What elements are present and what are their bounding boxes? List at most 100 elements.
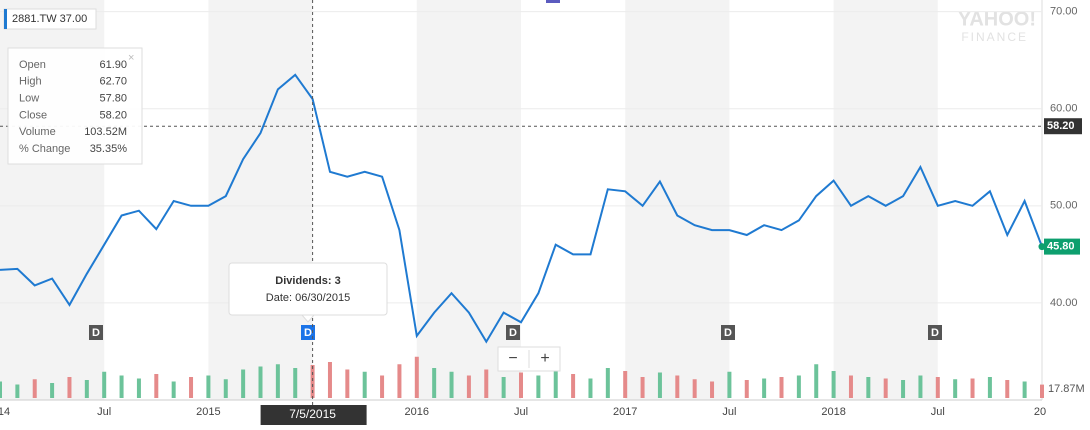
tooltip-key: Low xyxy=(19,93,39,105)
volume-bar xyxy=(327,362,332,398)
volume-bar xyxy=(241,369,246,398)
logo: FINANCE xyxy=(961,30,1028,44)
volume-bar xyxy=(466,375,471,398)
x-tick-label: 2018 xyxy=(821,406,845,418)
dividend-marker xyxy=(506,325,520,340)
volume-bar xyxy=(519,372,523,398)
tooltip xyxy=(7,47,143,165)
band xyxy=(625,0,730,400)
band xyxy=(416,0,521,400)
volume-bar xyxy=(553,369,558,398)
volume-bar xyxy=(1005,380,1010,398)
tooltip-arrow xyxy=(300,314,316,323)
y-tick-label: 70.00 xyxy=(1050,6,1078,18)
tooltip-value: 62.70 xyxy=(99,76,127,88)
volume-bar xyxy=(883,378,888,398)
crosshair-tag xyxy=(1044,118,1082,135)
volume-bar xyxy=(0,381,2,398)
volume-bar xyxy=(119,375,124,398)
volume-bar xyxy=(206,375,211,398)
volume-bar xyxy=(605,368,610,398)
volume-bar xyxy=(987,377,992,398)
volume-bar xyxy=(640,377,645,398)
volume-bar xyxy=(32,379,37,398)
dividend-marker xyxy=(928,325,942,340)
top-handle xyxy=(546,0,560,3)
volume-bar xyxy=(744,380,749,398)
volume-bar xyxy=(189,377,194,398)
volume-bar xyxy=(293,368,298,398)
volume-bar xyxy=(345,369,350,398)
x-tick-label: Jul xyxy=(97,406,111,418)
volume-bar xyxy=(866,377,871,398)
dividend-marker xyxy=(721,325,735,340)
volume-bar xyxy=(414,356,419,398)
volume-bar xyxy=(970,378,975,398)
volume-bar xyxy=(310,365,315,398)
volume-bar xyxy=(449,371,454,398)
ticker: 2881.TW 37.00 xyxy=(12,13,87,25)
volume-bar xyxy=(136,378,141,398)
tooltip-value: 58.20 xyxy=(99,109,127,121)
volume-bar xyxy=(380,375,385,398)
y-tick-label: 40.00 xyxy=(1050,297,1078,309)
volume-bar xyxy=(362,371,367,398)
zoom-button[interactable]: + xyxy=(540,350,549,367)
volume-bar xyxy=(1040,384,1044,398)
volume-label: 17.87M xyxy=(1048,383,1085,395)
tooltip-value: 103.52M xyxy=(84,126,127,138)
logo: YAHOO! xyxy=(958,8,1036,30)
volume-bar xyxy=(727,371,732,398)
volume-bar xyxy=(1022,381,1027,398)
tooltip-key: Volume xyxy=(19,126,56,138)
volume-bar xyxy=(67,377,72,398)
dividend-title: Dividends: 3 xyxy=(275,275,340,287)
tooltip-close: × xyxy=(128,52,134,64)
volume-bar xyxy=(223,379,228,398)
x-tick-label: Jul xyxy=(514,406,528,418)
volume-bar xyxy=(536,375,541,398)
volume-bar xyxy=(675,375,680,398)
zoom-button[interactable]: − xyxy=(508,350,517,367)
volume-bar xyxy=(588,378,593,398)
crosshair-value: 58.20 xyxy=(1047,120,1075,132)
band xyxy=(833,0,938,400)
dividend-label: D xyxy=(92,327,100,339)
volume-bar xyxy=(692,379,697,398)
volume-bar xyxy=(571,374,576,398)
tooltip-value: 61.90 xyxy=(99,59,127,71)
date-tag xyxy=(260,405,367,425)
volume-bar xyxy=(762,378,767,398)
dividend-tooltip xyxy=(228,262,388,316)
volume-bar xyxy=(848,375,853,398)
volume-bar xyxy=(501,377,506,398)
x-tick-label: 20 xyxy=(1034,406,1046,418)
volume-bar xyxy=(623,371,628,398)
price-line xyxy=(0,73,1043,344)
last-tag xyxy=(1044,238,1080,255)
volume-bar xyxy=(84,380,89,398)
volume-bar xyxy=(432,368,437,398)
x-tick-label: 2017 xyxy=(613,406,637,418)
dividend-label: D xyxy=(724,327,732,339)
volume-bar xyxy=(50,383,55,398)
volume-bar xyxy=(901,380,906,398)
last-point xyxy=(1038,243,1046,251)
volume-bar xyxy=(796,375,801,398)
ticker-color xyxy=(4,9,7,29)
volume-bar xyxy=(814,364,819,398)
volume-bar xyxy=(918,375,923,398)
volume-bar xyxy=(831,371,836,398)
tooltip-key: Open xyxy=(19,59,46,71)
volume-bar xyxy=(397,364,402,398)
x-tick-label: 14 xyxy=(0,406,10,418)
dividend-marker xyxy=(89,325,103,340)
tooltip-value: 57.80 xyxy=(99,93,127,105)
tooltip-key: % Change xyxy=(19,143,70,155)
crosshair-date: 7/5/2015 xyxy=(289,407,336,421)
y-tick-label: 50.00 xyxy=(1050,200,1078,212)
volume-bar xyxy=(171,381,176,398)
volume-bar xyxy=(779,377,784,398)
dividend-date: Date: 06/30/2015 xyxy=(266,292,350,304)
x-tick-label: 2015 xyxy=(196,406,220,418)
